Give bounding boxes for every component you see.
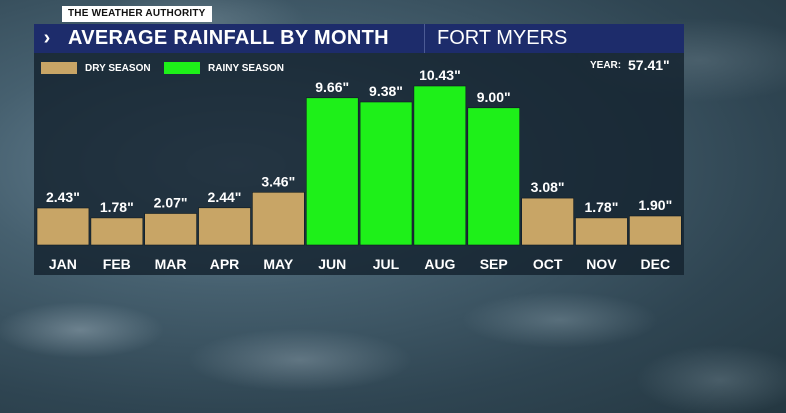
x-tick-label: MAR — [155, 256, 187, 272]
bar-feb — [90, 217, 144, 246]
bar-aug — [413, 85, 467, 246]
x-tick-label: NOV — [586, 256, 617, 272]
x-tick-label: JAN — [49, 256, 77, 272]
legend-dry-label: DRY SEASON — [85, 62, 151, 74]
legend-rainy: RAINY SEASON — [164, 62, 284, 74]
bar-value-label: 1.78" — [100, 199, 134, 215]
bar-value-label: 9.66" — [315, 79, 349, 95]
x-tick-label: FEB — [103, 256, 131, 272]
bar-jan — [36, 207, 90, 246]
bar-value-label: 3.08" — [531, 179, 565, 195]
bar-value-label: 2.43" — [46, 189, 80, 205]
bar-jun — [305, 97, 359, 246]
location-label: FORT MYERS — [437, 27, 568, 49]
bar-jul — [359, 101, 413, 246]
bar-value-label: 2.07" — [154, 195, 188, 211]
bar-may — [252, 192, 305, 246]
chart-title: AVERAGE RAINFALL BY MONTH — [68, 27, 389, 49]
title-bar: › AVERAGE RAINFALL BY MONTH FORT MYERS — [34, 24, 684, 53]
x-tick-label: AUG — [424, 256, 455, 272]
legend-rainy-label: RAINY SEASON — [208, 62, 284, 74]
title-divider — [424, 24, 425, 53]
brand-label: THE WEATHER AUTHORITY — [62, 6, 212, 22]
x-tick-label: DEC — [641, 256, 671, 272]
legend-rainy-swatch — [164, 62, 200, 74]
bar-apr — [198, 207, 251, 246]
bar-value-label: 9.00" — [477, 89, 511, 105]
bar-value-label: 2.44" — [208, 189, 242, 205]
bar-nov — [575, 217, 628, 246]
bar-value-label: 1.90" — [638, 197, 672, 213]
chevron-right-icon: › — [43, 27, 51, 49]
bar-value-label: 3.46" — [261, 173, 295, 189]
bar-dec — [629, 215, 682, 246]
bar-oct — [521, 197, 574, 246]
x-tick-label: OCT — [533, 256, 563, 272]
year-label: YEAR: — [590, 60, 622, 71]
legend-dry-swatch — [41, 62, 77, 74]
legend-dry: DRY SEASON — [41, 62, 151, 74]
bar-value-label: 10.43" — [419, 67, 461, 83]
bar-value-label: 1.78" — [584, 199, 618, 215]
chart-panel: DRY SEASON RAINY SEASON YEAR: 57.41" 2.4… — [34, 53, 684, 275]
x-tick-label: MAY — [263, 256, 293, 272]
x-tick-label: SEP — [480, 256, 508, 272]
year-total: 57.41" — [628, 57, 670, 73]
x-tick-label: JUN — [318, 256, 346, 272]
x-tick-label: JUL — [373, 256, 400, 272]
x-tick-label: APR — [210, 256, 240, 272]
bar-value-label: 9.38" — [369, 83, 403, 99]
bar-mar — [144, 213, 197, 246]
bar-chart: 2.43" JAN 1.78" FEB 2.07" MAR 2.44" APR 3.46" MAY… — [36, 67, 682, 272]
bar-sep — [467, 107, 520, 246]
